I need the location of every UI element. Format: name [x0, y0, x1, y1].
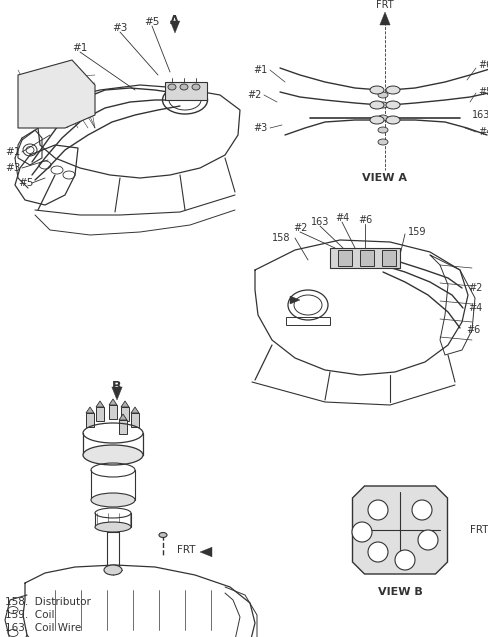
Text: 2: 2	[375, 505, 381, 515]
Text: VIEW A: VIEW A	[363, 173, 407, 183]
Ellipse shape	[104, 565, 122, 575]
Text: A: A	[170, 13, 180, 27]
Bar	[86, 413, 94, 427]
Ellipse shape	[386, 86, 400, 94]
Polygon shape	[121, 401, 129, 407]
Text: #3: #3	[254, 123, 268, 133]
Ellipse shape	[378, 92, 388, 98]
Circle shape	[368, 500, 388, 520]
Polygon shape	[131, 407, 139, 413]
Ellipse shape	[192, 84, 200, 90]
Text: #5: #5	[144, 17, 160, 27]
Bar	[119, 420, 127, 434]
Text: VIEW B: VIEW B	[378, 587, 423, 597]
Text: 6: 6	[425, 535, 431, 545]
Circle shape	[418, 530, 438, 550]
Ellipse shape	[378, 139, 388, 145]
Text: #1: #1	[254, 65, 268, 75]
Text: 158: 158	[271, 233, 290, 243]
Text: #4: #4	[468, 303, 482, 313]
Bar	[131, 413, 139, 427]
Text: #6: #6	[466, 325, 480, 335]
Ellipse shape	[91, 493, 135, 507]
Bar	[286, 317, 330, 325]
Text: #2: #2	[468, 283, 482, 293]
Polygon shape	[290, 296, 300, 304]
Polygon shape	[119, 414, 127, 420]
Text: 163: 163	[472, 110, 488, 120]
Bar	[360, 250, 374, 266]
Ellipse shape	[370, 101, 384, 109]
Polygon shape	[170, 21, 180, 33]
Bar	[338, 250, 352, 266]
Bar	[96, 407, 104, 421]
Text: #4: #4	[478, 127, 488, 137]
Polygon shape	[96, 401, 104, 407]
Text: #6: #6	[358, 215, 372, 225]
Text: #2: #2	[247, 90, 262, 100]
Ellipse shape	[180, 84, 188, 90]
Ellipse shape	[168, 84, 176, 90]
Polygon shape	[18, 60, 95, 128]
Text: 1: 1	[419, 505, 425, 515]
Text: FRT: FRT	[177, 545, 195, 555]
Ellipse shape	[83, 445, 143, 465]
Bar	[330, 248, 400, 268]
Polygon shape	[200, 547, 212, 557]
Polygon shape	[109, 399, 117, 405]
Circle shape	[368, 542, 388, 562]
Text: 3: 3	[359, 527, 365, 537]
Ellipse shape	[370, 86, 384, 94]
Circle shape	[352, 522, 372, 542]
Ellipse shape	[386, 116, 400, 124]
Text: #1: #1	[5, 147, 20, 157]
Ellipse shape	[370, 116, 384, 124]
Ellipse shape	[95, 522, 131, 532]
Text: #2: #2	[293, 223, 307, 233]
Polygon shape	[86, 407, 94, 413]
Bar	[165, 82, 207, 100]
Text: 5: 5	[402, 555, 408, 565]
Text: #5: #5	[18, 178, 33, 188]
Text: 163.  Coil Wire: 163. Coil Wire	[5, 623, 81, 633]
Text: 158.  Distributor: 158. Distributor	[5, 597, 91, 607]
Text: FRT: FRT	[376, 0, 394, 10]
Bar	[109, 405, 117, 419]
Text: 163: 163	[311, 217, 329, 227]
Polygon shape	[380, 12, 390, 25]
Text: #5: #5	[478, 87, 488, 97]
Text: #1: #1	[72, 43, 88, 53]
Ellipse shape	[378, 102, 388, 108]
Text: 159: 159	[408, 227, 427, 237]
Text: 4: 4	[375, 547, 381, 557]
Ellipse shape	[159, 533, 167, 538]
Text: B: B	[112, 380, 122, 394]
Bar	[121, 407, 129, 421]
Text: FRT: FRT	[470, 525, 488, 535]
Text: #4: #4	[335, 213, 349, 223]
Circle shape	[395, 550, 415, 570]
Polygon shape	[352, 486, 447, 574]
Bar	[382, 250, 396, 266]
Ellipse shape	[378, 115, 388, 121]
Ellipse shape	[378, 127, 388, 133]
Circle shape	[412, 500, 432, 520]
Text: #3: #3	[112, 23, 128, 33]
Polygon shape	[112, 387, 122, 400]
Text: #6: #6	[478, 60, 488, 70]
Text: 159.  Coil: 159. Coil	[5, 610, 55, 620]
Ellipse shape	[386, 101, 400, 109]
Text: #3: #3	[5, 163, 20, 173]
